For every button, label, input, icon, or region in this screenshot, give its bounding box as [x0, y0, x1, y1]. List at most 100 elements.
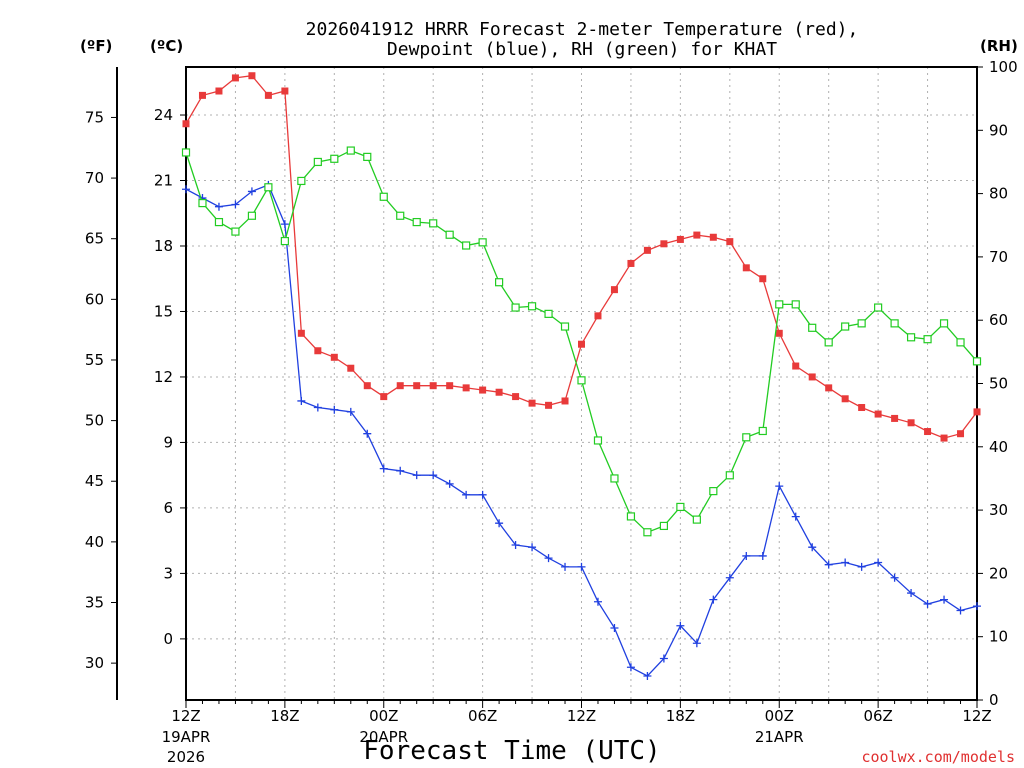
rh-point — [264, 183, 273, 192]
rh-point — [577, 376, 586, 385]
dewpoint-point — [956, 606, 965, 615]
dewpoint-point — [412, 471, 421, 480]
temperature-point — [198, 91, 206, 99]
dewpoint-point — [478, 490, 487, 499]
rh-point — [659, 521, 668, 531]
rh-point — [313, 157, 322, 167]
temperature-point — [462, 384, 470, 392]
temperature-point — [396, 382, 404, 390]
temperature-point — [429, 382, 437, 390]
temperature-point — [610, 286, 618, 294]
rh-point — [478, 238, 487, 247]
dewpoint-point — [626, 663, 635, 672]
rh-point — [758, 426, 767, 436]
temperature-point — [924, 428, 932, 436]
rh-point — [857, 319, 866, 328]
dewpoint-point — [561, 562, 570, 571]
fahrenheit-tick-label: 35 — [85, 594, 104, 612]
dewpoint-point — [824, 560, 833, 569]
temperature-point — [643, 246, 651, 254]
temperature-point — [561, 397, 569, 405]
x-tick-label: 06Z — [863, 707, 892, 725]
dewpoint-point — [659, 654, 668, 663]
dewpoint-point — [231, 200, 240, 209]
series-rh — [181, 146, 982, 537]
temperature-point — [578, 340, 585, 348]
rh-tick-label: 60 — [989, 311, 1008, 329]
rh-point — [742, 433, 751, 442]
dewpoint-point — [297, 396, 306, 405]
celsius-tick-label: 0 — [163, 630, 173, 648]
dewpoint-point — [791, 512, 800, 521]
x-tick-label: 12Z — [567, 707, 596, 725]
rh-point — [429, 219, 438, 228]
series-dewpoint — [182, 180, 981, 680]
rh-point — [841, 322, 850, 331]
celsius-tick-label: 15 — [154, 302, 173, 320]
temperature-point — [512, 393, 520, 401]
celsius-tick-label: 24 — [154, 106, 173, 124]
rh-point — [198, 198, 207, 208]
rh-point — [396, 211, 405, 220]
rh-point — [775, 300, 784, 309]
rh-point — [346, 146, 355, 155]
temperature-point — [231, 74, 239, 82]
dewpoint-point — [874, 558, 883, 567]
temperature-point — [297, 329, 305, 337]
rh-point — [445, 230, 454, 239]
rh-tick-label: 100 — [989, 58, 1018, 76]
celsius-tick-label: 3 — [163, 564, 173, 582]
rh-point — [544, 309, 553, 318]
temperature-point — [775, 329, 783, 337]
celsius-tick-label: 21 — [154, 172, 173, 190]
data-series — [181, 72, 982, 680]
rh-point — [824, 338, 833, 347]
rh-tick-label: 30 — [989, 501, 1008, 519]
rh-point — [939, 319, 949, 328]
rh-point — [511, 303, 520, 312]
x-tick-year-label: 2026 — [167, 748, 205, 766]
chart-title-line2: Dewpoint (blue), RH (green) for KHAT — [387, 39, 777, 60]
rh-point — [643, 528, 652, 537]
rh-tick-label: 80 — [989, 185, 1008, 203]
temperature-point — [264, 91, 272, 99]
temperature-point — [281, 87, 289, 95]
rh-point — [956, 338, 965, 347]
dewpoint-point — [709, 595, 718, 604]
rh-point — [495, 278, 504, 287]
dewpoint-point — [577, 562, 586, 571]
x-tick-label: 12Z — [171, 707, 200, 725]
temperature-point — [545, 401, 553, 409]
temperature-point — [528, 399, 536, 407]
x-tick-date-label: 19APR — [162, 728, 211, 746]
dewpoint-point — [610, 623, 619, 632]
dewpoint-point — [363, 429, 372, 438]
rh-tick-label: 20 — [989, 564, 1008, 582]
x-tick-label: 00Z — [369, 707, 398, 725]
temperature-point — [182, 120, 190, 128]
rh-point — [610, 474, 619, 483]
temperature-point — [693, 231, 701, 239]
dewpoint-point — [593, 597, 602, 606]
rh-point — [593, 436, 603, 445]
dewpoint-point — [429, 471, 438, 480]
rh-point — [462, 241, 471, 250]
x-tick-date-label: 21APR — [755, 728, 804, 746]
credit-text: coolwx.com/models — [861, 748, 1015, 766]
rh-point — [412, 217, 421, 227]
dewpoint-point — [330, 405, 339, 414]
temperature-point — [825, 384, 833, 392]
dewpoint-point — [346, 407, 355, 416]
rh-tick-label: 70 — [989, 248, 1008, 266]
rh-point — [626, 512, 636, 521]
rh-point — [676, 502, 685, 512]
rh-point — [923, 335, 932, 344]
x-tick-label: 06Z — [468, 707, 497, 725]
temperature-point — [907, 419, 915, 427]
dewpoint-point — [643, 671, 652, 680]
temperature-point — [891, 414, 899, 422]
celsius-tick-label: 9 — [163, 433, 173, 451]
temperature-point — [363, 382, 371, 390]
temperature-point — [314, 347, 322, 355]
rh-point — [330, 154, 339, 163]
